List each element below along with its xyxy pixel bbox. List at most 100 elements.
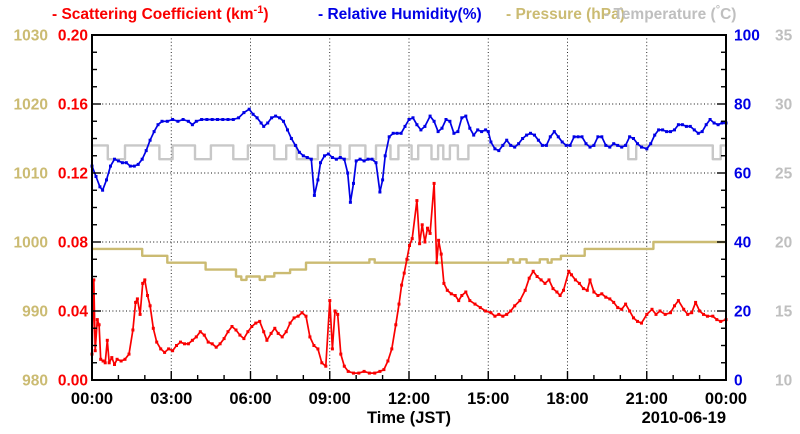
data-point-marker <box>146 294 149 297</box>
data-point-marker <box>251 112 255 116</box>
temperature-tick-label: 35 <box>775 28 793 45</box>
data-point-marker <box>698 309 702 313</box>
data-point-marker <box>202 333 206 337</box>
data-point-marker <box>391 131 395 135</box>
temperature-tick-label: 15 <box>775 304 793 321</box>
humidity-tick-label: 0 <box>734 373 743 390</box>
data-point-marker <box>715 318 719 322</box>
data-point-marker <box>616 143 620 147</box>
data-point-marker <box>140 157 144 161</box>
data-point-marker <box>445 288 449 292</box>
data-point-marker <box>357 371 361 375</box>
data-point-marker <box>444 118 448 121</box>
data-point-marker <box>564 143 568 147</box>
data-point-marker <box>308 335 312 339</box>
data-point-marker <box>408 244 411 247</box>
data-point-marker <box>572 135 576 139</box>
data-point-marker <box>190 123 194 127</box>
data-point-marker <box>712 121 716 125</box>
data-point-marker <box>688 124 692 128</box>
x-tick-label: 12:00 <box>388 390 430 408</box>
data-point-marker <box>400 283 404 287</box>
x-tick-label: 00:00 <box>705 390 747 408</box>
data-point-marker <box>493 314 497 318</box>
data-point-marker <box>632 316 635 320</box>
data-point-marker <box>176 119 180 123</box>
legend-dash: - <box>318 6 327 23</box>
temperature-tick-label: 30 <box>775 97 792 114</box>
data-point-marker <box>486 130 490 134</box>
data-point-marker <box>558 294 562 297</box>
data-point-marker <box>592 290 596 294</box>
data-point-marker <box>301 154 305 158</box>
data-point-marker <box>234 328 238 332</box>
data-point-marker <box>230 325 234 328</box>
legend-item-scattering: - Scattering Coefficient (km-1) <box>52 4 268 23</box>
data-point-marker <box>420 223 424 227</box>
pressure-tick-label: 1000 <box>14 235 48 252</box>
data-point-marker <box>323 154 326 158</box>
pressure-tick-label: 980 <box>22 373 48 390</box>
data-point-marker <box>362 369 366 373</box>
data-point-marker <box>453 294 457 297</box>
scattering-axis-labels: 0.00 0.04 0.08 0.12 0.16 0.20 <box>58 28 89 390</box>
data-point-marker <box>624 302 628 306</box>
data-point-marker <box>636 319 639 323</box>
data-point-marker <box>305 156 309 159</box>
data-point-marker <box>513 145 517 149</box>
scattering-tick-label: 0.08 <box>58 235 89 252</box>
data-point-marker <box>501 314 505 318</box>
data-point-marker <box>676 123 680 127</box>
data-point-marker <box>316 178 320 182</box>
data-point-marker <box>628 135 632 139</box>
data-point-marker <box>592 143 596 147</box>
data-point-marker <box>669 311 672 315</box>
data-point-marker <box>113 157 116 161</box>
data-point-marker <box>497 149 501 153</box>
data-point-marker <box>708 118 712 121</box>
data-point-marker <box>127 352 131 356</box>
data-point-marker <box>489 311 493 315</box>
data-point-marker <box>292 316 296 320</box>
data-point-marker <box>338 156 342 159</box>
data-point-marker <box>358 157 362 161</box>
data-point-marker <box>362 159 366 163</box>
data-point-marker <box>226 330 230 334</box>
data-point-marker <box>711 314 715 318</box>
data-point-marker <box>405 257 409 261</box>
data-point-marker <box>472 133 476 137</box>
data-point-marker <box>138 312 142 316</box>
data-point-marker <box>555 290 559 294</box>
pressure-axis-labels: 980 990 1000 1010 1020 1030 <box>14 28 48 390</box>
data-point-marker <box>418 242 422 246</box>
data-point-marker <box>456 130 460 134</box>
data-point-marker <box>266 121 270 125</box>
data-point-marker <box>316 347 320 351</box>
data-point-marker <box>98 185 102 189</box>
data-point-marker <box>397 302 401 306</box>
data-point-marker <box>312 344 316 347</box>
data-point-marker <box>293 143 297 147</box>
data-point-marker <box>123 357 127 361</box>
data-point-marker <box>171 118 175 121</box>
data-point-marker <box>484 128 488 132</box>
data-point-marker <box>547 278 551 282</box>
legend-dash: - <box>52 6 61 23</box>
x-tick-label: 09:00 <box>309 390 351 408</box>
data-point-marker <box>653 133 657 137</box>
data-point-marker <box>676 299 680 303</box>
data-point-marker <box>370 157 374 161</box>
data-point-marker <box>654 312 658 316</box>
temperature-axis-labels: 10 15 20 25 30 35 <box>775 28 793 390</box>
data-point-marker <box>330 347 334 351</box>
data-point-marker <box>288 321 292 325</box>
data-point-marker <box>132 164 136 168</box>
data-point-marker <box>255 116 259 120</box>
data-point-marker <box>346 369 350 373</box>
data-point-marker <box>156 123 160 127</box>
temperature-tick-label: 25 <box>775 166 793 183</box>
x-tick-label: 21:00 <box>626 390 668 408</box>
data-point-marker <box>151 326 155 330</box>
data-point-marker <box>366 157 370 161</box>
